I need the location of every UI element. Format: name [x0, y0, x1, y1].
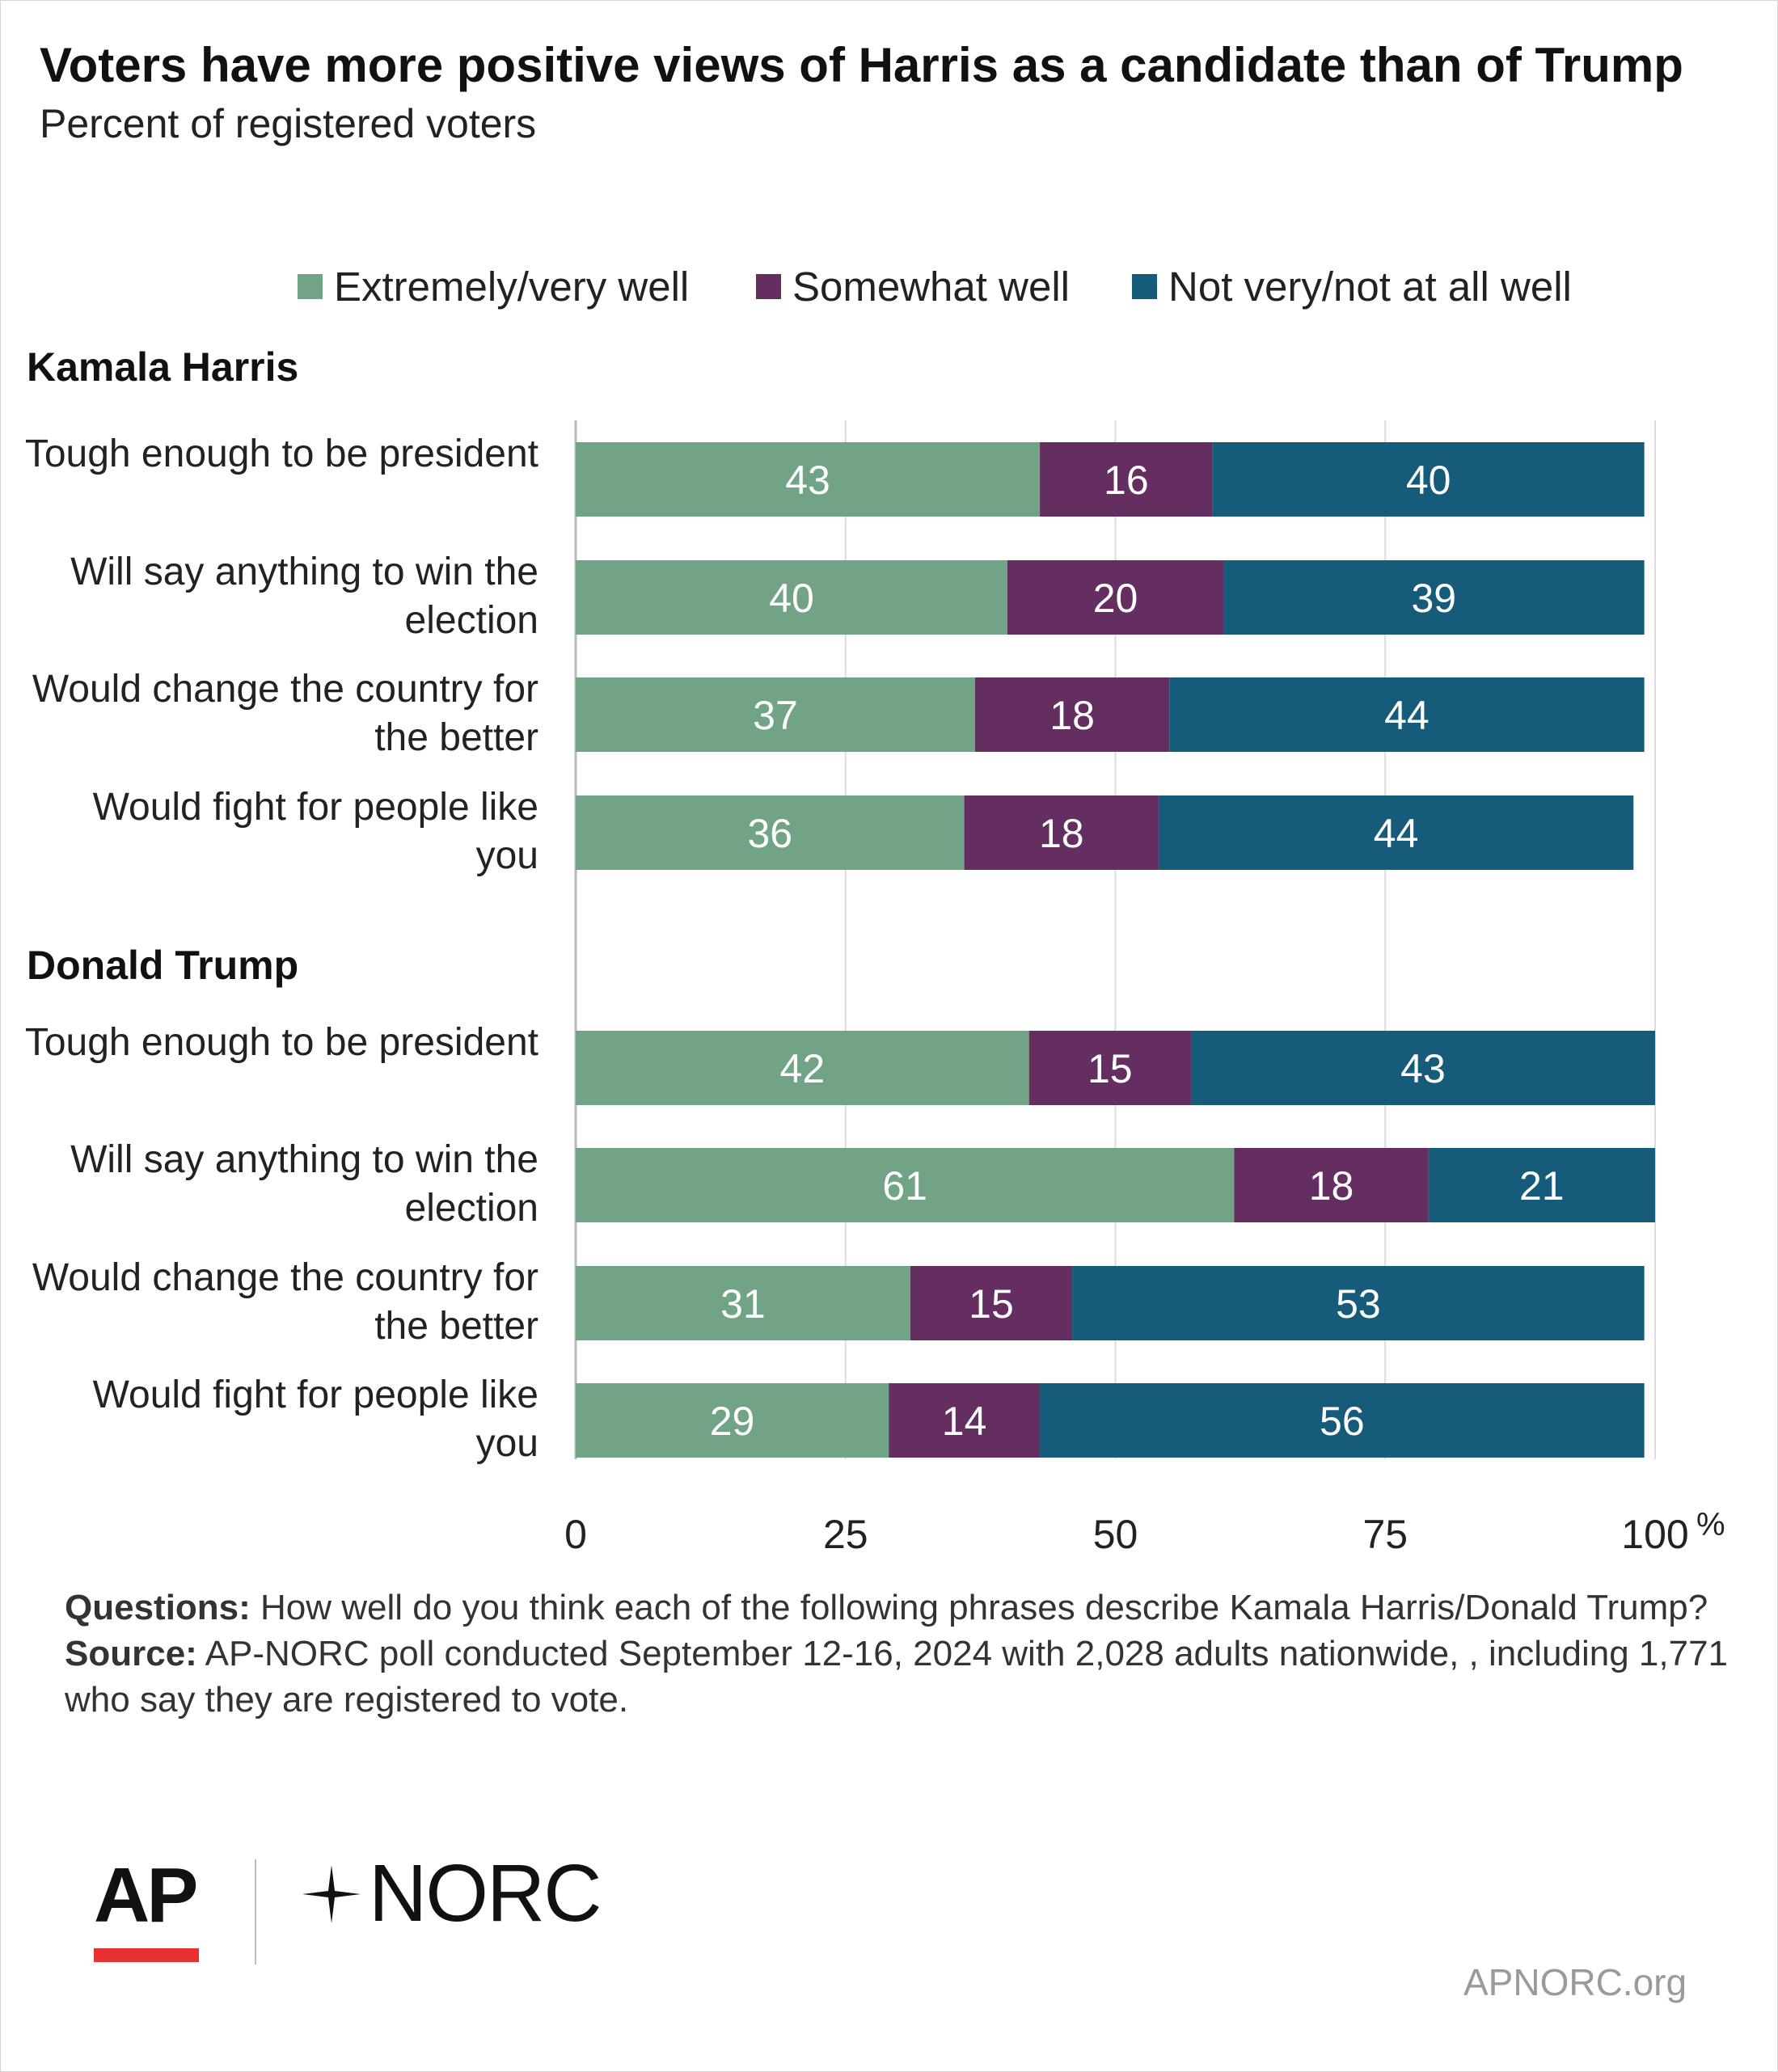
bar-segment	[576, 1031, 1029, 1105]
legend-label: Extremely/very well	[334, 264, 690, 310]
source-note: Source: AP-NORC poll conducted September…	[65, 1631, 1730, 1723]
bar-value-label: 36	[747, 811, 792, 856]
bar-segment	[1169, 677, 1645, 752]
bar-value-label: 20	[1093, 576, 1138, 621]
bar-value-label: 43	[785, 458, 830, 503]
source-text: AP-NORC poll conducted September 12-16, …	[65, 1634, 1729, 1720]
bar-value-label: 16	[1104, 458, 1149, 503]
bar-value-label: 40	[1406, 458, 1451, 503]
chart-subtitle: Percent of registered voters	[40, 101, 537, 146]
bars: 43 16 40 40 20 39 37 18 44 36 18 44 42 15 43 61 18 21 31 15…	[576, 442, 1655, 1458]
legend-swatch	[1132, 274, 1157, 299]
legend-swatch	[756, 274, 781, 299]
ap-logo: AP	[94, 1852, 198, 1939]
row-label: Tough enough to be president	[24, 433, 538, 475]
legend-swatch	[298, 274, 323, 299]
x-tick-label: 0	[564, 1512, 587, 1557]
x-axis-ticks: 0 25 50 75 100	[564, 1512, 1689, 1557]
row-label: Would change the country for the better	[32, 668, 538, 759]
chart-notes: Questions: How well do you think each of…	[65, 1585, 1730, 1723]
bar-segment	[576, 560, 1007, 635]
logo-divider	[255, 1859, 256, 1964]
bar-value-label: 29	[710, 1399, 755, 1444]
bar-value-label: 15	[1087, 1046, 1133, 1091]
row-label: Will say anything to win the election	[70, 551, 538, 642]
questions-label: Questions:	[65, 1588, 251, 1627]
ap-logo-underline	[94, 1948, 199, 1962]
row-label: Would fight for people like you	[92, 786, 538, 877]
x-tick-label: 25	[823, 1512, 868, 1557]
x-axis-unit: %	[1696, 1507, 1725, 1542]
bar-segment	[964, 795, 1159, 870]
bar-value-label: 56	[1320, 1399, 1365, 1444]
x-tick-label: 50	[1093, 1512, 1138, 1557]
norc-logo-text: NORC	[369, 1848, 602, 1939]
bar-segment	[1040, 1383, 1645, 1458]
row-label: Would fight for people like you	[92, 1374, 538, 1465]
bar-segment	[1428, 1148, 1655, 1222]
questions-note: Questions: How well do you think each of…	[65, 1585, 1730, 1631]
bar-value-label: 61	[882, 1163, 927, 1209]
legend-item-somewhat-well: Somewhat well	[756, 263, 1070, 310]
source-label: Source:	[65, 1634, 197, 1673]
bar-value-label: 42	[780, 1046, 826, 1091]
bar-segment	[1040, 442, 1213, 517]
group-label-trump: Donald Trump	[27, 943, 299, 988]
bar-value-label: 14	[942, 1399, 987, 1444]
bar-value-label: 18	[1049, 693, 1095, 738]
bar-value-label: 18	[1039, 811, 1084, 856]
bar-segment	[1234, 1148, 1429, 1222]
group-label-harris: Kamala Harris	[27, 344, 299, 390]
x-tick-label: 75	[1362, 1512, 1408, 1557]
bar-segment	[889, 1383, 1041, 1458]
bar-segment	[1007, 560, 1223, 635]
bar-value-label: 37	[753, 693, 798, 738]
bar-segment	[576, 442, 1041, 517]
bar-segment	[576, 1383, 889, 1458]
bar-segment	[576, 1148, 1235, 1222]
row-label: Tough enough to be president	[24, 1021, 538, 1064]
bar-segment	[910, 1266, 1073, 1340]
bar-segment	[1212, 442, 1645, 517]
legend-item-not-very-well: Not very/not at all well	[1132, 263, 1572, 310]
bar-segment	[1190, 1031, 1655, 1105]
bar-value-label: 44	[1374, 811, 1419, 856]
legend-label: Not very/not at all well	[1168, 264, 1572, 310]
bar-value-label: 39	[1412, 576, 1457, 621]
bar-segment	[1072, 1266, 1645, 1340]
bar-value-label: 21	[1519, 1163, 1565, 1209]
bar-segment	[1158, 795, 1634, 870]
bar-value-label: 15	[969, 1281, 1014, 1327]
bar-segment	[974, 677, 1170, 752]
questions-text: How well do you think each of the follow…	[250, 1588, 1708, 1627]
bar-value-label: 43	[1400, 1046, 1446, 1091]
x-tick-label: 100	[1621, 1512, 1688, 1557]
bar-segment	[1223, 560, 1645, 635]
bar-value-label: 31	[720, 1281, 766, 1327]
legend-item-extremely-very-well: Extremely/very well	[298, 263, 689, 310]
norc-logo: NORC	[299, 1847, 602, 1940]
bar-segment	[576, 677, 975, 752]
bar-segment	[576, 795, 965, 870]
row-label: Would change the country for the better	[32, 1256, 538, 1348]
site-url: APNORC.org	[1463, 1961, 1687, 2003]
bar-value-label: 18	[1309, 1163, 1354, 1209]
norc-star-icon	[302, 1864, 361, 1923]
bar-value-label: 44	[1384, 693, 1430, 738]
chart-title: Voters have more positive views of Harri…	[40, 38, 1683, 92]
legend-label: Somewhat well	[792, 264, 1070, 310]
bar-segment	[576, 1266, 910, 1340]
bar-value-label: 40	[769, 576, 814, 621]
bar-value-label: 53	[1336, 1281, 1381, 1327]
row-label: Will say anything to win the election	[70, 1138, 538, 1230]
bar-segment	[1028, 1031, 1191, 1105]
legend: Extremely/very well Somewhat well Not ve…	[0, 263, 1778, 319]
